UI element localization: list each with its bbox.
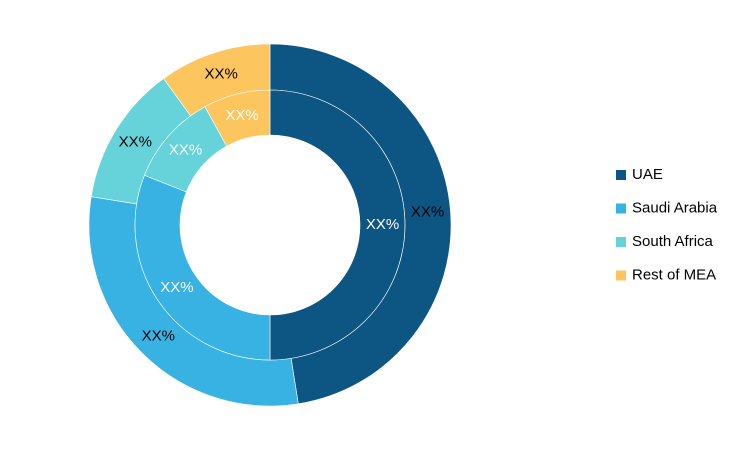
- legend-swatch: [616, 170, 626, 180]
- data-label: XX%: [169, 142, 202, 159]
- data-label: XX%: [225, 107, 258, 124]
- legend-label: Saudi Arabia: [632, 199, 718, 216]
- data-label: XX%: [119, 133, 152, 150]
- data-label: XX%: [204, 66, 237, 83]
- legend-swatch: [616, 270, 626, 281]
- data-label: XX%: [366, 216, 399, 233]
- legend-label: South Africa: [632, 233, 714, 250]
- legend-label: Rest of MEA: [632, 266, 716, 283]
- donut-segment: [204, 89, 271, 147]
- legend-swatch: [616, 203, 626, 214]
- data-label: XX%: [160, 279, 193, 296]
- legend-label: UAE: [632, 166, 663, 183]
- donut-segment: [134, 174, 271, 361]
- data-label: XX%: [142, 328, 175, 345]
- data-label: XX%: [411, 204, 444, 221]
- legend-swatch: [616, 237, 626, 247]
- donut-segment: [269, 89, 406, 361]
